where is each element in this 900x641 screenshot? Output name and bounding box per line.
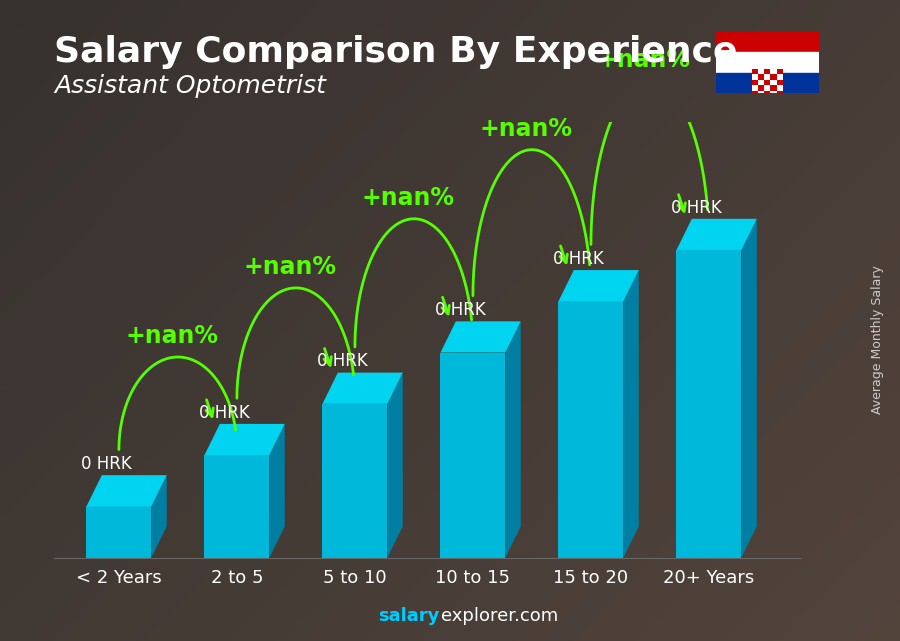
Bar <box>764 85 770 90</box>
Polygon shape <box>440 321 521 353</box>
Text: 0 HRK: 0 HRK <box>317 353 367 370</box>
Bar <box>770 79 777 85</box>
Bar <box>770 85 777 90</box>
Text: 0 HRK: 0 HRK <box>670 199 721 217</box>
Polygon shape <box>742 219 757 558</box>
Polygon shape <box>322 372 402 404</box>
Bar <box>716 32 819 53</box>
Bar <box>777 85 783 90</box>
Bar <box>777 79 783 85</box>
Bar <box>752 85 758 90</box>
Text: 0 HRK: 0 HRK <box>81 455 131 473</box>
Polygon shape <box>506 321 521 558</box>
Polygon shape <box>269 424 284 558</box>
Text: 0 HRK: 0 HRK <box>435 301 485 319</box>
Text: salary: salary <box>378 607 439 625</box>
Polygon shape <box>151 475 166 558</box>
Bar <box>677 250 742 558</box>
Bar <box>440 353 506 558</box>
Bar <box>764 69 770 74</box>
Polygon shape <box>204 424 284 455</box>
Bar <box>204 455 269 558</box>
Bar <box>764 79 770 85</box>
Text: 0 HRK: 0 HRK <box>199 404 249 422</box>
Bar <box>777 90 783 96</box>
Polygon shape <box>86 475 166 506</box>
Bar <box>764 90 770 96</box>
Bar <box>716 72 819 93</box>
Bar <box>770 90 777 96</box>
Bar <box>758 69 764 74</box>
Bar <box>758 90 764 96</box>
Bar <box>752 74 758 79</box>
Text: 0 HRK: 0 HRK <box>553 250 603 268</box>
Polygon shape <box>387 372 402 558</box>
Polygon shape <box>559 270 639 301</box>
Bar <box>777 69 783 74</box>
Bar <box>777 74 783 79</box>
Text: +nan%: +nan% <box>362 186 454 210</box>
Text: explorer.com: explorer.com <box>441 607 558 625</box>
Polygon shape <box>677 219 757 250</box>
Text: +nan%: +nan% <box>125 324 219 348</box>
Bar <box>322 404 387 558</box>
Text: +nan%: +nan% <box>244 255 337 279</box>
Bar <box>752 79 758 85</box>
Bar <box>764 74 770 79</box>
Text: Average Monthly Salary: Average Monthly Salary <box>871 265 884 414</box>
Polygon shape <box>624 270 639 558</box>
Bar <box>752 69 758 74</box>
Bar <box>758 79 764 85</box>
Text: +nan%: +nan% <box>598 47 690 72</box>
Bar <box>752 90 758 96</box>
Bar <box>770 74 777 79</box>
Text: +nan%: +nan% <box>480 117 572 141</box>
Text: Assistant Optometrist: Assistant Optometrist <box>54 74 326 97</box>
Bar <box>716 53 819 72</box>
Text: Salary Comparison By Experience: Salary Comparison By Experience <box>54 35 737 69</box>
Bar <box>559 301 624 558</box>
Bar <box>770 69 777 74</box>
Bar <box>758 74 764 79</box>
Bar <box>758 85 764 90</box>
Bar <box>86 506 151 558</box>
